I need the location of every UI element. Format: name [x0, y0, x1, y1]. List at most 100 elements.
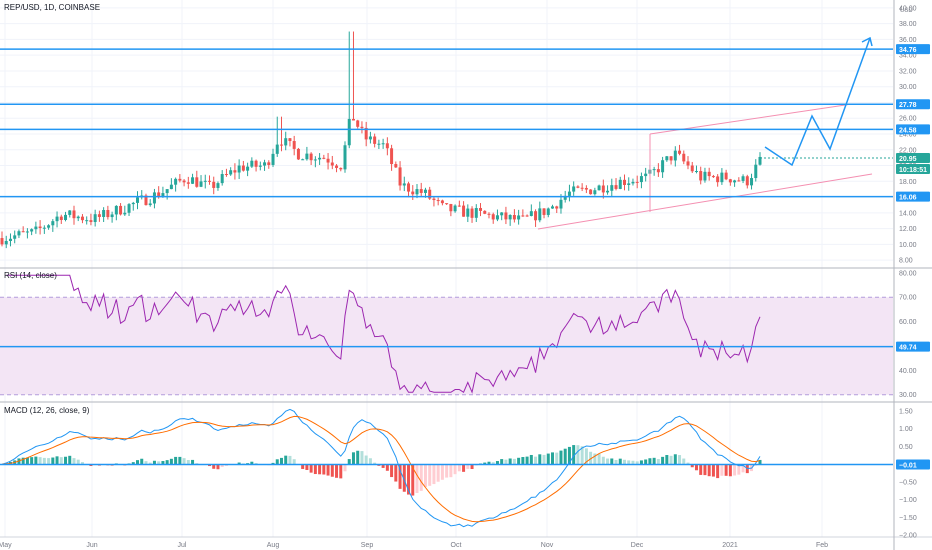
- candle-body: [80, 216, 84, 221]
- macd-histogram-bar: [419, 464, 423, 491]
- macd-axis[interactable]: −2.00 −1.50 −1.00 −0.50 0.50 1.00 1.50: [899, 408, 917, 539]
- macd-histogram-bar: [622, 459, 626, 465]
- rsi-pane[interactable]: RSI (14, close): [0, 268, 893, 402]
- macd-histogram-bar: [398, 464, 402, 489]
- macd-histogram-bar: [534, 456, 538, 465]
- candle-body: [13, 235, 17, 239]
- candle-body: [479, 208, 483, 211]
- macd-value-label-tag: [896, 459, 930, 470]
- macd-histogram-bar: [567, 446, 571, 465]
- macd-histogram-bar: [309, 464, 313, 473]
- candle-body: [8, 238, 12, 241]
- currency-label: USD: [900, 8, 913, 14]
- candle-body: [263, 162, 267, 166]
- candle-body: [758, 156, 762, 165]
- candle-body: [4, 240, 8, 245]
- current-price-label: 20.95: [899, 156, 917, 163]
- macd-histogram-bar: [601, 456, 605, 465]
- macd-histogram-bar: [301, 464, 305, 469]
- macd-histogram-bar: [385, 464, 389, 471]
- candle-body: [97, 214, 101, 217]
- candle-body: [271, 153, 275, 165]
- candle-body: [474, 208, 478, 218]
- candle-body: [678, 150, 682, 154]
- signal-line: [1, 415, 761, 523]
- rsi-tick-label: 80.00: [899, 270, 917, 277]
- candle-body: [521, 215, 525, 217]
- time-tick-label: Jun: [86, 542, 97, 549]
- horizontal-levels: [0, 48, 893, 198]
- candle-body: [207, 180, 211, 182]
- macd-histogram-bar: [648, 458, 652, 465]
- macd-histogram-bar: [610, 458, 614, 465]
- candle-body: [59, 216, 63, 220]
- macd-tick-label: −1.00: [899, 497, 917, 504]
- candle-body: [186, 182, 190, 184]
- candle-body: [593, 190, 597, 195]
- trend-line-lower[interactable]: [537, 173, 873, 230]
- candle-body: [381, 143, 385, 145]
- macd-value-label: −0.01: [899, 463, 917, 470]
- candle-body: [131, 202, 135, 205]
- macd-histogram-bar: [627, 460, 631, 465]
- time-tick-label: 2021: [722, 542, 738, 549]
- candle-body: [415, 189, 419, 195]
- projection-line[interactable]: [764, 37, 871, 167]
- macd-histogram-bar: [563, 448, 567, 465]
- candle-body: [555, 206, 559, 209]
- macd-histogram-bar: [157, 461, 161, 465]
- candle-body: [267, 162, 271, 165]
- candle-body: [462, 205, 466, 217]
- macd-histogram-bar: [415, 464, 419, 493]
- macd-histogram-bar: [182, 458, 186, 465]
- candle-body: [76, 216, 80, 219]
- level-label-tag: [896, 191, 930, 202]
- candle-body: [284, 138, 288, 146]
- candle-body: [373, 136, 377, 144]
- price-tick-label: 18.00: [899, 179, 917, 186]
- time-axis[interactable]: May Jun Jul Aug Sep Oct Nov Dec 2021 Feb: [0, 542, 828, 549]
- macd-histogram-bar: [449, 464, 453, 478]
- macd-histogram-bar: [606, 458, 610, 465]
- macd-histogram-bar: [512, 458, 516, 465]
- time-tick-label: Jul: [178, 542, 187, 549]
- candle-body: [191, 177, 195, 184]
- candle-body: [741, 176, 745, 181]
- macd-histogram-bar: [589, 451, 593, 465]
- macd-pane[interactable]: MACD (12, 26, close, 9): [0, 402, 893, 537]
- rsi-tick-label: 60.00: [899, 319, 917, 326]
- macd-histogram-bar: [559, 450, 563, 465]
- candle-body: [428, 189, 432, 199]
- macd-histogram-bar: [402, 464, 406, 492]
- price-pane[interactable]: REP/USD, 1D, COINBASE: [0, 0, 893, 268]
- candle-body: [398, 167, 402, 186]
- macd-histogram-bar: [343, 464, 347, 472]
- price-tick-label: 24.00: [899, 132, 917, 139]
- candle-body: [635, 181, 639, 183]
- time-tick-label: Feb: [816, 542, 828, 549]
- candle-body: [161, 193, 165, 198]
- candle-body: [195, 177, 199, 187]
- candle-body: [347, 118, 351, 146]
- candle-body: [525, 215, 529, 217]
- candle-body: [292, 141, 296, 149]
- candle-body: [661, 160, 665, 173]
- candle-body: [639, 176, 643, 183]
- price-tick-label: 38.00: [899, 21, 917, 28]
- macd-histogram-bar: [644, 459, 648, 465]
- candle-body: [580, 187, 584, 189]
- candle-body: [220, 174, 224, 184]
- candle-body: [368, 136, 372, 140]
- macd-histogram-bar: [42, 457, 46, 465]
- macd-histogram-bar: [678, 455, 682, 465]
- macd-histogram-bar: [470, 464, 474, 470]
- macd-histogram-bar: [407, 464, 411, 495]
- macd-histogram-bar: [152, 460, 156, 465]
- candle-body: [644, 173, 648, 177]
- level-label: 24.58: [899, 127, 917, 134]
- macd-tick-label: 1.50: [899, 408, 913, 415]
- price-tick-label: 30.00: [899, 84, 917, 91]
- macd-histogram-bar: [707, 464, 711, 477]
- candle-body: [576, 186, 580, 188]
